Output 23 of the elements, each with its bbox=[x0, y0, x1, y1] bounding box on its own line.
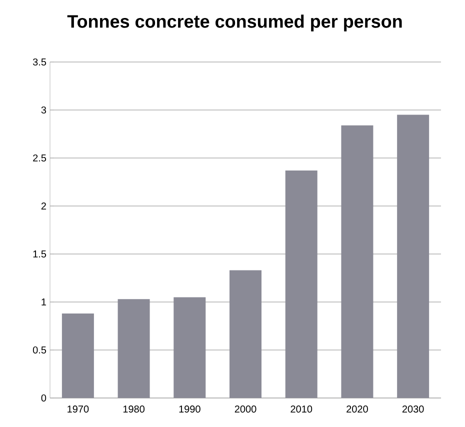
x-tick-label: 2010 bbox=[290, 406, 312, 413]
y-tick-label: 3.5 bbox=[32, 58, 46, 66]
y-tick-label: 2.5 bbox=[33, 154, 46, 162]
bar bbox=[397, 114, 430, 398]
x-tick-label: 2020 bbox=[346, 406, 368, 413]
chart-title: Tonnes concrete consumed per person bbox=[67, 14, 402, 32]
x-tick-label: 1990 bbox=[179, 406, 200, 413]
y-tick-label: 1 bbox=[42, 298, 46, 306]
bar bbox=[341, 125, 374, 398]
y-tick-label: 0.5 bbox=[32, 346, 46, 354]
y-tick-label: 0 bbox=[41, 394, 46, 402]
y-tick-label: 1.5 bbox=[33, 250, 46, 258]
bar bbox=[285, 170, 318, 398]
x-tick-label: 1980 bbox=[123, 406, 145, 413]
bar bbox=[118, 299, 150, 398]
x-tick-label: 1970 bbox=[68, 406, 89, 413]
bar bbox=[230, 270, 262, 398]
x-tick-label: 2000 bbox=[234, 406, 256, 413]
bar bbox=[174, 297, 206, 398]
y-tick-label: 2 bbox=[41, 202, 46, 210]
x-tick-label: 2030 bbox=[402, 406, 424, 413]
bar bbox=[62, 314, 94, 398]
y-tick-label: 3 bbox=[41, 106, 46, 114]
